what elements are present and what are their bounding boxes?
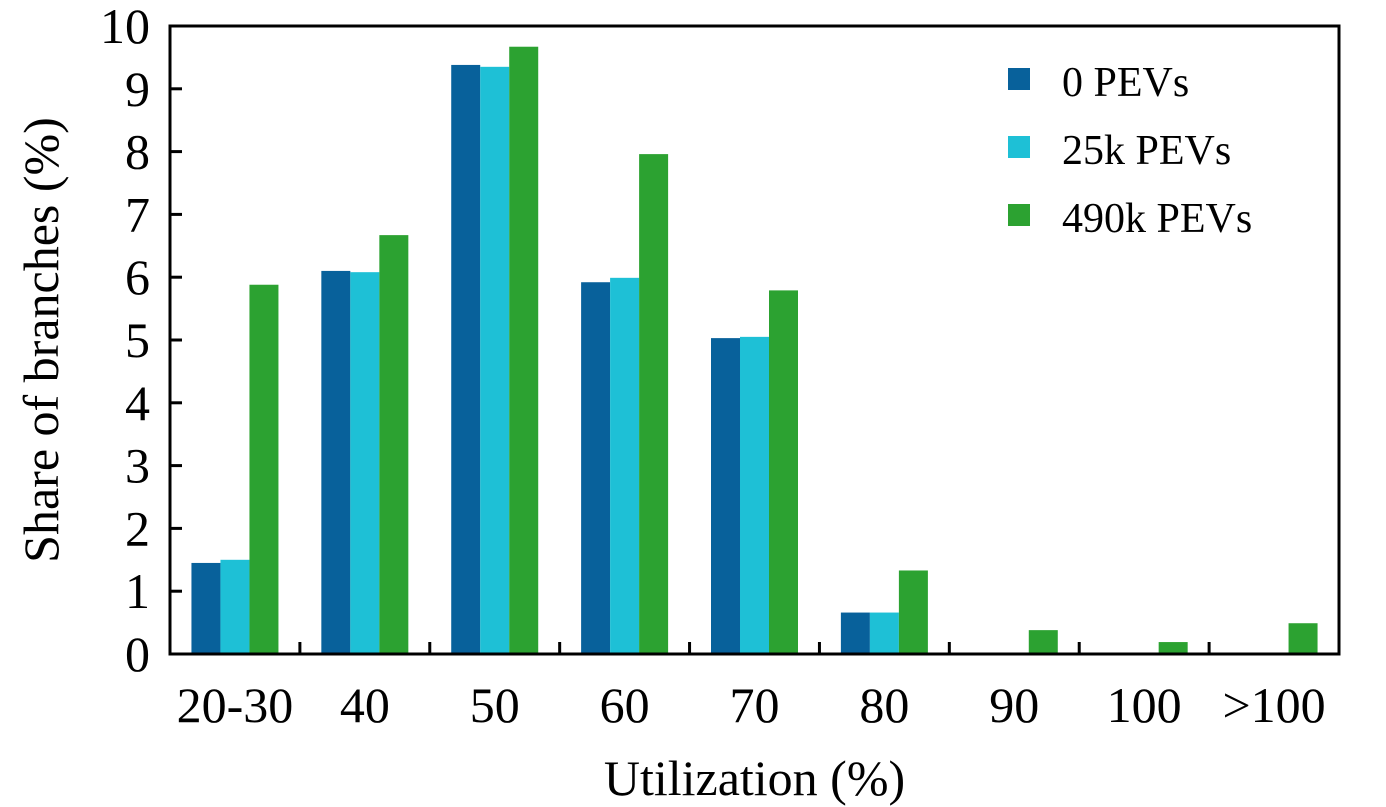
y-tick-label: 7 <box>125 186 150 242</box>
x-tick-label: 70 <box>730 677 780 733</box>
y-tick-label: 9 <box>125 61 150 117</box>
bars-group <box>191 46 1318 655</box>
y-tick-label: 8 <box>125 124 150 180</box>
x-tick-label: >100 <box>1222 677 1325 733</box>
legend-label: 490k PEVs <box>1062 196 1252 242</box>
y-axis-title: Share of branches (%) <box>13 117 69 563</box>
bar-25k-pevs-50 <box>480 66 510 654</box>
bar-490k-pevs-20-30 <box>249 284 279 654</box>
y-tick-label: 4 <box>125 375 150 431</box>
bar-490k-pevs-50 <box>509 46 539 654</box>
bar-490k-pevs->100 <box>1288 623 1318 654</box>
x-tick-label: 60 <box>600 677 650 733</box>
x-axis-title: Utilization (%) <box>604 750 905 806</box>
bar-0-pevs-60 <box>581 282 611 654</box>
bar-490k-pevs-40 <box>379 235 409 654</box>
legend-swatch <box>1008 68 1030 90</box>
bar-25k-pevs-40 <box>350 272 380 654</box>
bar-490k-pevs-90 <box>1028 630 1058 654</box>
bar-0-pevs-20-30 <box>191 562 221 654</box>
bar-490k-pevs-100 <box>1158 642 1188 654</box>
x-tick-label: 40 <box>340 677 390 733</box>
x-tick-label: 90 <box>989 677 1039 733</box>
legend-swatch <box>1008 136 1030 158</box>
y-tick-label: 2 <box>125 500 150 556</box>
legend-label: 0 PEVs <box>1062 60 1189 106</box>
bar-25k-pevs-20-30 <box>220 559 250 654</box>
legend-swatch <box>1008 204 1030 226</box>
y-tick-label: 3 <box>125 438 150 494</box>
ticks-group: 0 1 2 3 4 5 6 7 8 9 10 20-30 40 50 60 70 80 90 100 >100 <box>100 0 1326 733</box>
x-tick-label: 100 <box>1107 677 1182 733</box>
bar-0-pevs-80 <box>840 612 870 654</box>
legend-label: 25k PEVs <box>1062 128 1231 174</box>
y-tick-label: 1 <box>125 563 150 619</box>
y-tick-label: 5 <box>125 312 150 368</box>
x-tick-label: 50 <box>470 677 520 733</box>
x-tick-label: 20-30 <box>177 677 294 733</box>
y-tick-label: 6 <box>125 249 150 305</box>
bar-490k-pevs-80 <box>898 570 928 654</box>
y-tick-label: 0 <box>125 626 150 682</box>
x-tick-label: 80 <box>859 677 909 733</box>
bar-0-pevs-50 <box>451 64 481 655</box>
bar-25k-pevs-60 <box>610 277 640 654</box>
bar-490k-pevs-70 <box>769 290 798 654</box>
y-tick-label: 10 <box>100 0 150 54</box>
bar-0-pevs-70 <box>711 338 740 654</box>
bar-25k-pevs-70 <box>740 336 769 654</box>
bar-490k-pevs-60 <box>639 154 669 654</box>
legend: 0 PEVs 25k PEVs 490k PEVs <box>1008 60 1252 242</box>
bar-0-pevs-40 <box>321 270 351 654</box>
bar-25k-pevs-80 <box>869 612 899 654</box>
